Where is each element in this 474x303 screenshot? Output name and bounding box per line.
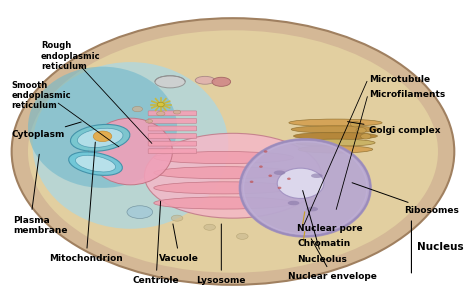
Ellipse shape: [154, 182, 293, 194]
Ellipse shape: [12, 18, 454, 285]
Text: Vacuole: Vacuole: [159, 224, 200, 263]
Ellipse shape: [268, 175, 272, 177]
Ellipse shape: [204, 224, 216, 230]
Ellipse shape: [146, 119, 153, 123]
Text: Smooth
endoplasmic
reticulum: Smooth endoplasmic reticulum: [12, 81, 71, 110]
Ellipse shape: [28, 67, 177, 188]
Ellipse shape: [259, 165, 263, 168]
Text: Chromatin: Chromatin: [297, 239, 351, 248]
Ellipse shape: [278, 187, 282, 189]
Text: Nuclear pore: Nuclear pore: [297, 224, 363, 233]
Text: Rough
endoplasmic
reticulum: Rough endoplasmic reticulum: [41, 41, 100, 71]
Ellipse shape: [89, 118, 173, 185]
Ellipse shape: [154, 152, 293, 164]
Text: Centriole: Centriole: [133, 201, 179, 285]
Ellipse shape: [69, 152, 122, 175]
Text: Nuclear envelope: Nuclear envelope: [288, 239, 377, 281]
FancyBboxPatch shape: [148, 149, 197, 154]
Ellipse shape: [287, 178, 291, 180]
Ellipse shape: [250, 181, 254, 183]
FancyBboxPatch shape: [148, 111, 197, 116]
Ellipse shape: [264, 150, 267, 153]
Ellipse shape: [274, 170, 285, 175]
Ellipse shape: [212, 77, 231, 86]
Ellipse shape: [157, 102, 164, 107]
Ellipse shape: [195, 76, 215, 84]
FancyBboxPatch shape: [148, 118, 197, 123]
Ellipse shape: [291, 126, 380, 133]
Ellipse shape: [127, 206, 153, 218]
Ellipse shape: [306, 207, 318, 211]
Ellipse shape: [33, 62, 228, 229]
Ellipse shape: [93, 131, 112, 142]
Text: Plasma
membrane: Plasma membrane: [13, 216, 68, 235]
Ellipse shape: [361, 134, 371, 139]
Ellipse shape: [154, 197, 293, 209]
Text: Microfilaments: Microfilaments: [370, 90, 446, 99]
Ellipse shape: [356, 128, 366, 133]
Ellipse shape: [171, 215, 183, 221]
Ellipse shape: [75, 155, 116, 172]
Text: Mitochondrion: Mitochondrion: [49, 142, 123, 263]
Ellipse shape: [277, 168, 324, 198]
Text: Cytoplasm: Cytoplasm: [12, 122, 81, 139]
Text: Lysosome: Lysosome: [197, 224, 246, 285]
Ellipse shape: [350, 122, 361, 127]
Ellipse shape: [71, 125, 130, 151]
Ellipse shape: [237, 233, 248, 239]
FancyBboxPatch shape: [148, 134, 197, 138]
Text: Nucleus: Nucleus: [417, 242, 464, 252]
Ellipse shape: [293, 132, 377, 140]
FancyBboxPatch shape: [148, 141, 197, 146]
Text: Microtubule: Microtubule: [370, 75, 430, 84]
Ellipse shape: [173, 110, 181, 114]
FancyBboxPatch shape: [148, 126, 197, 131]
Ellipse shape: [28, 30, 438, 273]
Ellipse shape: [240, 139, 370, 236]
Text: Golgi complex: Golgi complex: [347, 122, 441, 135]
Ellipse shape: [289, 119, 382, 126]
Ellipse shape: [296, 139, 375, 146]
Ellipse shape: [156, 112, 165, 116]
Ellipse shape: [311, 173, 323, 178]
Text: Ribosomes: Ribosomes: [352, 183, 459, 215]
Ellipse shape: [145, 133, 321, 218]
Ellipse shape: [77, 128, 123, 148]
Ellipse shape: [288, 201, 300, 205]
Text: Nucleolus: Nucleolus: [297, 191, 347, 264]
Ellipse shape: [155, 76, 185, 88]
Ellipse shape: [154, 167, 293, 179]
Ellipse shape: [132, 106, 143, 112]
Ellipse shape: [298, 146, 373, 153]
